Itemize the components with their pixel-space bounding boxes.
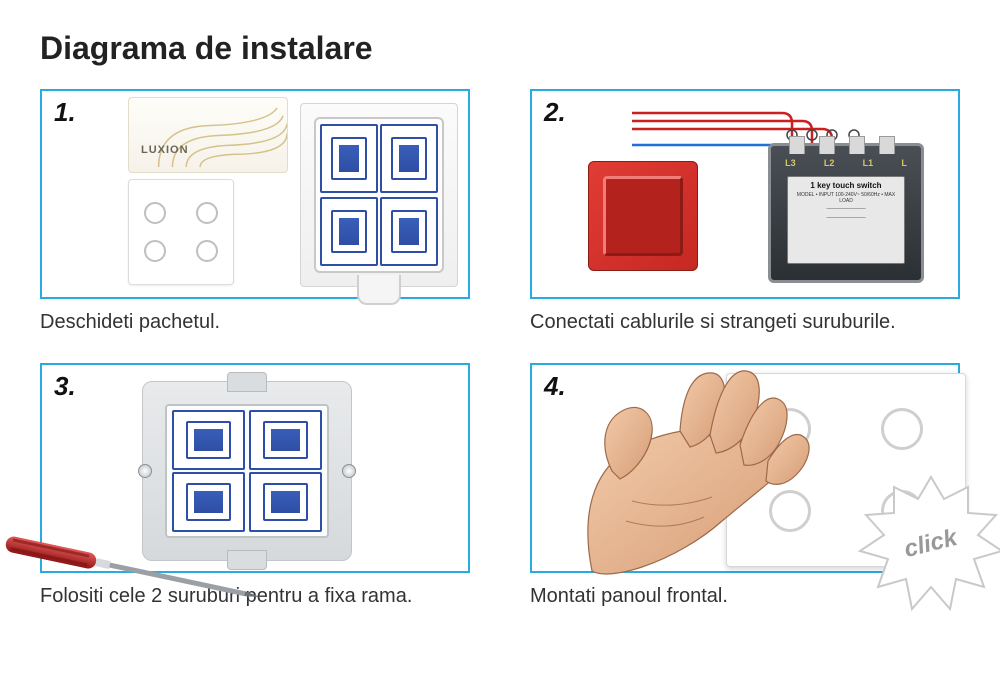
relay-icon bbox=[172, 410, 246, 470]
terminal-icon bbox=[819, 136, 835, 154]
cert-marks: ⚠FCCEUK♻ bbox=[787, 266, 905, 274]
switch-module-rear: L3 L2 L1 L 1 key touch switch MODEL • IN… bbox=[768, 143, 924, 283]
relay-icon bbox=[380, 197, 438, 267]
touch-dot-icon bbox=[196, 240, 218, 262]
frame-tab bbox=[227, 372, 267, 392]
touch-dot-icon bbox=[144, 202, 166, 224]
step-3: 3. bbox=[40, 363, 470, 609]
step-2-number: 2. bbox=[544, 97, 566, 128]
step-4-number: 4. bbox=[544, 371, 566, 402]
terminal-icon bbox=[879, 136, 895, 154]
terminal-labels: L3 L2 L1 L bbox=[771, 158, 921, 168]
step-2-frame: 2. bbox=[530, 89, 960, 299]
click-starburst: click bbox=[856, 469, 1000, 619]
hand-icon bbox=[572, 361, 832, 591]
touch-dot-icon bbox=[196, 202, 218, 224]
tray-handle bbox=[357, 275, 401, 305]
relay-icon bbox=[249, 410, 323, 470]
terminal-icon bbox=[789, 136, 805, 154]
wall-flush-box bbox=[588, 161, 698, 271]
step-1-caption: Deschideti pachetul. bbox=[40, 309, 470, 335]
back-assembly-in-tray bbox=[300, 103, 458, 287]
step-1: 1. LUXION bbox=[40, 89, 470, 335]
step-1-frame: 1. LUXION bbox=[40, 89, 470, 299]
steps-grid: 1. LUXION bbox=[40, 89, 960, 609]
relay-icon bbox=[249, 472, 323, 532]
frame-tab bbox=[227, 550, 267, 570]
module-label-plate: 1 key touch switch MODEL • INPUT 100-240… bbox=[787, 176, 905, 264]
step-4: 4. bbox=[530, 363, 960, 609]
relay-icon bbox=[320, 124, 378, 194]
step-3-number: 3. bbox=[54, 371, 76, 402]
relay-icon bbox=[380, 124, 438, 194]
touch-dot-icon bbox=[144, 240, 166, 262]
step-2-caption: Conectati cablurile si strangeti surubur… bbox=[530, 309, 960, 335]
screw-icon bbox=[138, 464, 152, 478]
circuit-pattern-icon bbox=[129, 98, 287, 173]
screw-icon bbox=[342, 464, 356, 478]
step-3-frame: 3. bbox=[40, 363, 470, 573]
package-lid: LUXION bbox=[128, 97, 288, 173]
step-2: 2. bbox=[530, 89, 960, 335]
inner-plate bbox=[165, 404, 329, 538]
step-4-frame: 4. bbox=[530, 363, 960, 573]
mounting-plate bbox=[314, 117, 444, 273]
brand-logo-text: LUXION bbox=[141, 144, 189, 156]
step-1-number: 1. bbox=[54, 97, 76, 128]
relay-icon bbox=[172, 472, 246, 532]
page-title: Diagrama de instalare bbox=[40, 30, 960, 67]
terminal-icon bbox=[849, 136, 865, 154]
relay-icon bbox=[320, 197, 378, 267]
touch-dot-icon bbox=[881, 408, 923, 450]
metal-mounting-frame bbox=[142, 381, 352, 561]
front-panel-white bbox=[128, 179, 234, 285]
